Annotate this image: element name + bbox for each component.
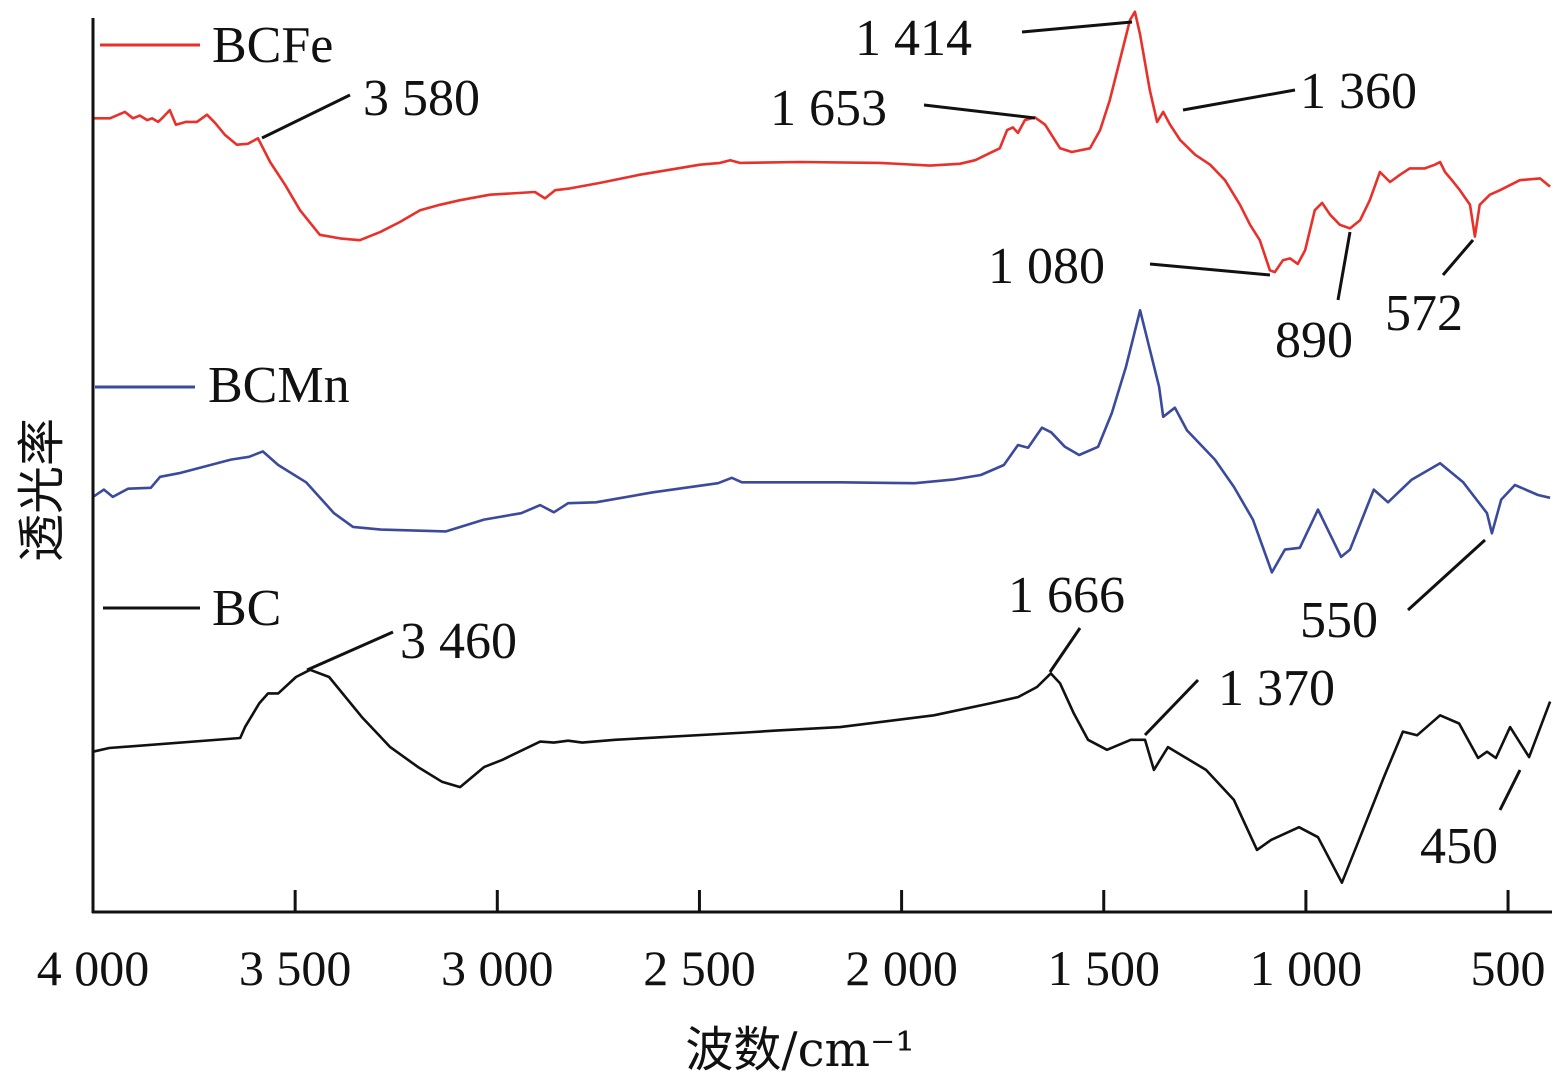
x-tick-label: 3 000 [441,940,554,996]
x-tick-label: 1 500 [1048,940,1161,996]
x-ticks: 4 000 3 500 3 000 2 500 2 000 1 500 1 000 500 [37,890,1546,996]
annotation-leader-line [1182,88,1296,112]
annotation-leader-line [1406,538,1487,612]
legend-label-bcfe: BCFe [212,17,333,74]
x-tick-label: 1 000 [1250,940,1363,996]
annotation-leader-line [1441,239,1475,276]
annotation-label: 1 414 [855,10,972,67]
plot-lines [92,10,1552,884]
annotations: 3 580 1 653 1 414 1 360 1 080 890 572 550 3 460 1… [261,10,1522,875]
y-axis-label: 透光率 [14,418,70,562]
x-tick-label: 3 500 [239,940,352,996]
series-line-bc [92,668,1552,884]
annotation-label: 3 580 [363,70,480,127]
annotation-leader-line [306,630,394,672]
annotation-leader-line [1143,678,1200,737]
annotation-label: 1 360 [1300,63,1417,120]
annotation-leader-line [1149,262,1271,277]
series-line-bcmn [92,309,1551,574]
x-tick-label: 2 500 [643,940,756,996]
annotation-label: 572 [1385,285,1463,342]
annotation-label: 550 [1300,592,1378,649]
annotation-label: 1 653 [770,80,887,137]
x-tick-label: 2 000 [845,940,958,996]
annotation-label: 890 [1275,312,1353,369]
annotation-leader-line [1498,769,1522,811]
annotation-leader-line [923,103,1036,120]
annotation-leader-line [261,93,351,140]
x-tick-label: 500 [1471,940,1546,996]
x-axis-label: 波数/cm⁻¹ [685,1022,914,1078]
x-tick-label: 4 000 [37,940,150,996]
legend-label-bcmn: BCMn [208,357,350,414]
annotation-label: 1 666 [1008,567,1125,624]
annotation-label: 1 370 [1218,660,1335,717]
annotation-leader-line [1048,627,1082,673]
annotation-leader-line [1021,20,1133,34]
annotation-label: 3 460 [400,613,517,670]
legend-label-bc: BC [212,580,281,637]
legend: BCFe BCMn BC [95,17,350,637]
annotation-label: 1 080 [988,238,1105,295]
annotation-label: 450 [1420,818,1498,875]
annotation-leader-line [1336,231,1352,301]
